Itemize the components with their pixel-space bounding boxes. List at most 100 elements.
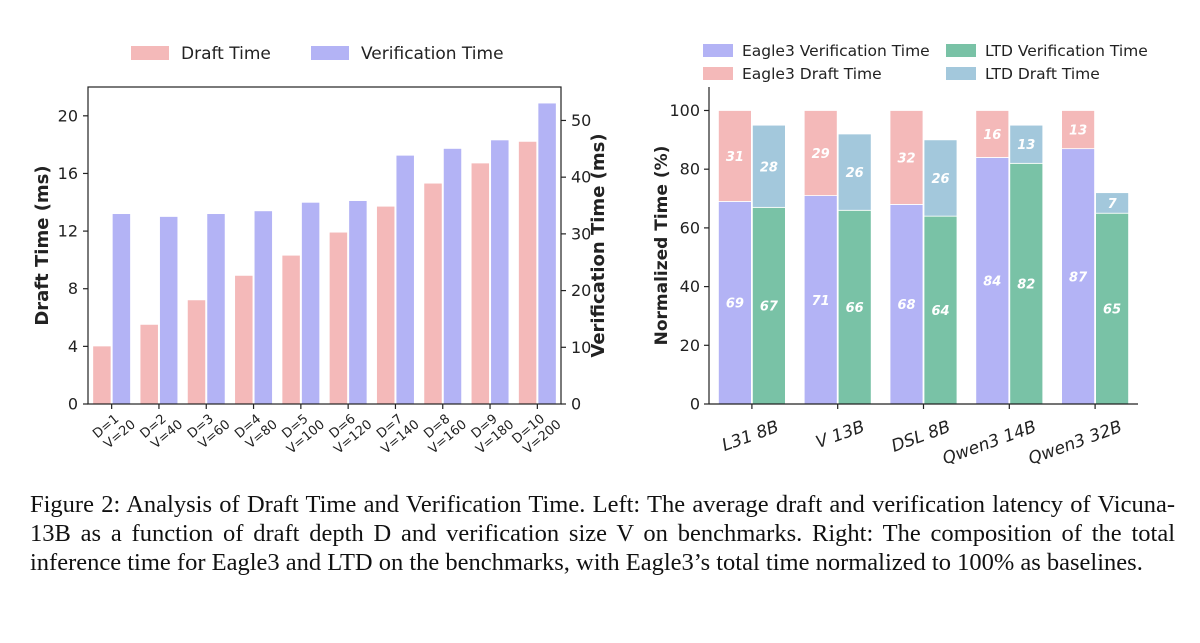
legend-swatch-verification <box>311 46 349 60</box>
y2-tick-label: 10 <box>571 338 591 357</box>
y-tick-label: 20 <box>680 336 700 355</box>
draft-time-bar <box>471 163 490 404</box>
y2-tick-label: 0 <box>571 395 581 414</box>
bar-value-label: 29 <box>812 147 830 162</box>
ltd-draft-segment <box>752 124 786 208</box>
verification-time-bar <box>396 155 414 404</box>
ltd-verification-segment <box>752 206 786 405</box>
x-tick-label: D=4V=80 <box>232 406 281 454</box>
figure-caption: Figure 2: Analysis of Draft Time and Ver… <box>30 491 1175 576</box>
y2-tick-label: 30 <box>571 224 591 243</box>
verification-time-bar <box>491 140 509 404</box>
x-tick-label: D=1V=20 <box>90 406 139 454</box>
bar-value-label: 26 <box>846 166 864 181</box>
draft-time-bar <box>187 300 206 404</box>
verification-time-bar <box>301 202 320 404</box>
verification-time-bar <box>112 214 131 404</box>
x-tick-label: D=6V=120 <box>322 406 375 458</box>
y-tick-label: 0 <box>690 395 700 414</box>
bar-value-label: 31 <box>726 150 744 165</box>
bar-value-label: 66 <box>846 301 864 316</box>
bar-value-label: 13 <box>1017 138 1035 153</box>
y-tick-label: 80 <box>680 160 700 179</box>
verification-time-bar <box>349 200 367 404</box>
x-tick-label: D=5V=100 <box>275 406 328 458</box>
x-tick-label: Qwen3 14B <box>940 417 1039 469</box>
eagle3-verification-segment <box>889 204 924 405</box>
legend-label-ltd-verification: LTD Verification Time <box>985 42 1148 60</box>
y2-tick-label: 20 <box>571 281 591 300</box>
left-chart: 0 4 8 12 16 20 0 10 20 30 40 50 D=1V=20D=2V=40D=3V=6… <box>32 44 609 459</box>
draft-time-bar <box>518 141 537 404</box>
draft-time-bar <box>376 206 395 404</box>
bar-value-label: 13 <box>1069 124 1087 139</box>
bar-value-label: 68 <box>897 298 915 313</box>
right-chart: 69 31 67 28 71 29 66 26 68 32 64 26 84 16 82 13 87 13 65 7 0… <box>652 42 1148 469</box>
eagle3-draft-segment <box>1061 110 1095 150</box>
x-tick-label: D=3V=60 <box>185 406 234 454</box>
y-tick-label: 0 <box>68 395 78 414</box>
eagle3-draft-segment <box>975 110 1010 158</box>
eagle3-draft-segment <box>889 110 924 205</box>
draft-time-bar <box>93 346 111 404</box>
x-tick-label: Qwen3 32B <box>1026 417 1125 469</box>
x-tick-label: V 13B <box>813 417 867 453</box>
y-axis-label: Normalized Time (%) <box>652 146 672 346</box>
legend-swatch-ltd-draft <box>946 67 976 80</box>
draft-time-bar <box>140 324 158 404</box>
ltd-draft-segment <box>923 139 958 217</box>
legend-swatch-ltd-verification <box>946 44 976 57</box>
legend-label-verification: Verification Time <box>361 44 504 64</box>
draft-time-bar <box>282 255 300 404</box>
x-tick-label: D=2V=40 <box>138 406 187 454</box>
x-tick-label: L31 8B <box>719 417 781 456</box>
y-tick-label: 100 <box>669 101 700 120</box>
y2-axis-label: Verification Time (ms) <box>588 133 609 357</box>
bar-value-label: 28 <box>760 160 778 175</box>
y-axis-label: Draft Time (ms) <box>32 165 53 325</box>
legend-label-eagle3-draft: Eagle3 Draft Time <box>742 65 882 83</box>
ltd-draft-segment <box>837 133 872 211</box>
draft-time-bar <box>329 232 348 404</box>
verification-time-bar <box>443 148 462 404</box>
plot-frame <box>87 86 562 405</box>
bar-value-label: 7 <box>1108 197 1118 212</box>
x-tick-label: D=8V=160 <box>416 406 469 458</box>
y2-tick-label: 50 <box>571 111 591 130</box>
y-tick-label: 60 <box>680 218 700 237</box>
bar-value-label: 84 <box>983 275 1001 290</box>
verification-time-bar <box>207 214 225 404</box>
bar-value-label: 65 <box>1103 303 1121 318</box>
bar-value-label: 82 <box>1017 278 1035 293</box>
y-tick-label: 16 <box>58 164 78 183</box>
ltd-draft-segment <box>1009 124 1044 164</box>
y-tick-label: 4 <box>68 337 78 356</box>
legend-label-ltd-draft: LTD Draft Time <box>985 65 1100 83</box>
bar-value-label: 71 <box>812 294 830 309</box>
verification-time-bar <box>538 103 556 404</box>
y-tick-label: 20 <box>58 106 78 125</box>
y-tick-label: 12 <box>58 222 78 241</box>
legend-swatch-eagle3-verification <box>703 44 733 57</box>
draft-time-bar <box>235 275 253 404</box>
eagle3-verification-segment <box>975 157 1010 405</box>
bar-value-label: 26 <box>931 172 949 187</box>
bar-value-label: 67 <box>760 300 779 315</box>
bar-value-label: 69 <box>726 297 744 312</box>
x-tick-label: D=9V=180 <box>464 406 517 458</box>
bar-value-label: 16 <box>983 128 1001 143</box>
legend-swatch-eagle3-draft <box>703 67 733 80</box>
bar-value-label: 32 <box>897 151 915 166</box>
eagle3-verification-segment <box>718 201 752 405</box>
x-tick-label: D=7V=140 <box>369 406 422 458</box>
verification-time-bar <box>254 211 273 404</box>
legend-swatch-draft <box>131 46 169 60</box>
bar-value-label: 64 <box>931 304 949 319</box>
y2-tick-label: 40 <box>571 168 591 187</box>
legend-label-draft: Draft Time <box>181 44 271 64</box>
ltd-verification-segment <box>1009 162 1044 405</box>
eagle3-verification-segment <box>1061 148 1095 405</box>
x-tick-label: D=10V=200 <box>510 406 565 459</box>
y-tick-label: 8 <box>68 279 78 298</box>
